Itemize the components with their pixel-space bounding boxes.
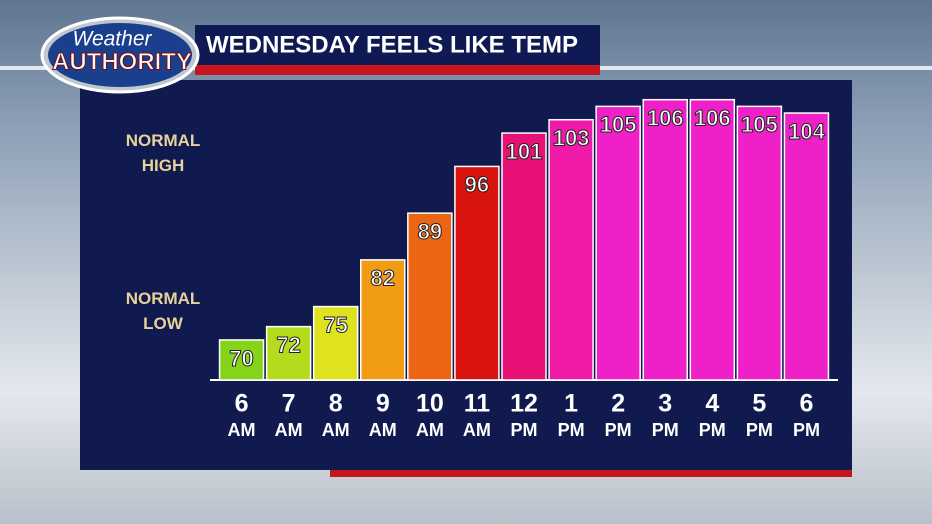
x-tick-label: 6	[235, 390, 249, 418]
logo-top: Weather	[73, 28, 153, 51]
value-label: 72	[276, 332, 300, 357]
x-tick-label: 5	[752, 390, 766, 418]
bar	[642, 98, 688, 381]
bar	[265, 325, 312, 381]
x-tick-label: 7	[282, 390, 296, 418]
logo	[48, 23, 192, 87]
x-tick-label: 12	[510, 390, 538, 418]
x-tick-period: PM	[558, 420, 585, 440]
value-label: 75	[323, 312, 347, 337]
x-tick-label: 8	[329, 390, 343, 418]
value-label: 82	[371, 266, 395, 291]
x-tick-label: 10	[416, 390, 444, 418]
bar	[736, 105, 783, 381]
value-label: 104	[788, 119, 825, 144]
value-label: 96	[465, 172, 489, 197]
x-tick-label: 6	[800, 390, 814, 418]
bar	[783, 112, 830, 381]
bar	[454, 165, 500, 381]
x-tick-period: AM	[463, 420, 491, 440]
chart-title: WEDNESDAY FEELS LIKE TEMP	[206, 31, 578, 58]
x-tick-period: AM	[369, 420, 397, 440]
value-label: 106	[694, 106, 731, 131]
bar	[360, 259, 406, 381]
x-tick-period: PM	[511, 420, 538, 440]
bar	[218, 339, 265, 381]
x-tick-label: 2	[611, 390, 625, 418]
x-tick-label: 11	[464, 390, 491, 418]
logo-bottom: AUTHORITY	[52, 48, 192, 75]
x-tick-period: PM	[793, 420, 820, 440]
x-tick-period: AM	[416, 420, 444, 440]
bar	[407, 212, 453, 381]
x-tick-label: 9	[376, 390, 390, 418]
bar	[548, 118, 594, 381]
value-label: 106	[647, 106, 684, 131]
bar	[689, 98, 736, 381]
annotation: NORMAL HIGH	[125, 131, 201, 175]
panel-strip	[330, 470, 852, 477]
x-tick-period: PM	[652, 420, 679, 440]
value-label: 101	[506, 139, 543, 164]
value-label: 103	[553, 126, 590, 151]
x-tick-period: PM	[605, 420, 632, 440]
bar	[595, 105, 641, 381]
title-underline	[195, 65, 600, 75]
x-tick-period: AM	[275, 420, 303, 440]
value-label: 105	[741, 112, 778, 137]
title-bar	[195, 25, 600, 65]
annotation: NORMAL LOW	[125, 289, 201, 333]
x-tick-period: AM	[322, 420, 350, 440]
value-label: 70	[229, 346, 253, 371]
bar	[312, 305, 359, 381]
bar	[501, 132, 547, 381]
x-tick-label: 3	[658, 390, 672, 418]
value-label: 105	[600, 112, 637, 137]
x-tick-period: PM	[699, 420, 726, 440]
value-label: 89	[418, 219, 442, 244]
x-tick-label: 4	[705, 390, 719, 418]
x-tick-period: AM	[228, 420, 256, 440]
x-tick-label: 1	[564, 390, 578, 418]
x-tick-period: PM	[746, 420, 773, 440]
